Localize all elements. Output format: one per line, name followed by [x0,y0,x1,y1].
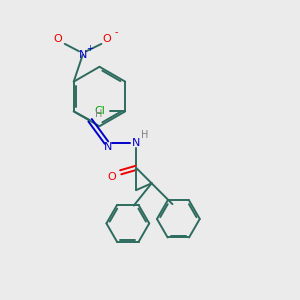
Text: H: H [141,130,148,140]
Text: N: N [132,138,140,148]
Text: H: H [95,109,102,119]
Text: O: O [102,34,111,44]
Text: Cl: Cl [94,106,105,116]
Text: O: O [53,34,62,44]
Text: +: + [86,44,93,53]
Text: O: O [107,172,116,182]
Text: -: - [115,27,118,37]
Text: N: N [79,50,87,60]
Text: N: N [104,142,112,152]
